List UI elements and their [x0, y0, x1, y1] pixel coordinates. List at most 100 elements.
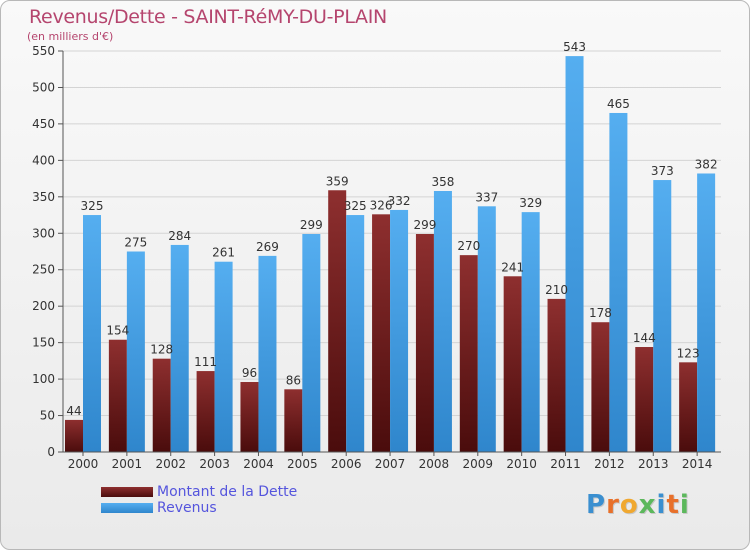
legend-label-revenus: Revenus: [157, 500, 217, 516]
bar-dette: [196, 371, 215, 452]
data-label-revenus: 382: [695, 157, 718, 171]
bar-revenus: [126, 251, 145, 452]
bar-revenus: [609, 112, 628, 453]
bar-revenus: [83, 215, 101, 452]
bar-revenus: [697, 173, 716, 452]
logo-letter: i: [656, 490, 667, 520]
bar-dette: [152, 358, 171, 452]
y-tick-label: 550: [32, 44, 55, 58]
legend-swatch-dette: [101, 487, 153, 497]
data-label-revenus: 329: [519, 196, 542, 210]
data-label-revenus: 543: [563, 40, 586, 54]
bar-revenus: [390, 209, 409, 452]
bar-revenus: [433, 190, 452, 452]
proxiti-logo: Proxiti: [586, 490, 690, 520]
data-label-dette: 241: [501, 260, 524, 274]
x-tick-label: 2004: [243, 457, 274, 471]
legend-swatch-revenus: [101, 503, 153, 513]
data-label-dette: 44: [66, 404, 81, 418]
y-tick-label: 150: [32, 336, 55, 350]
y-tick-label: 300: [32, 226, 55, 240]
bar-dette: [459, 255, 478, 452]
data-label-revenus: 465: [607, 97, 630, 111]
bar-dette: [240, 382, 259, 452]
bar-dette: [635, 347, 654, 452]
data-label-revenus: 325: [344, 199, 367, 213]
y-tick-label: 100: [32, 372, 55, 386]
x-tick-label: 2008: [419, 457, 450, 471]
data-label-revenus: 299: [300, 218, 323, 232]
x-tick-label: 2009: [463, 457, 494, 471]
x-tick-label: 2007: [375, 457, 406, 471]
data-label-dette: 96: [242, 366, 257, 380]
data-label-revenus: 325: [81, 199, 104, 213]
data-label-dette: 111: [194, 355, 217, 369]
data-label-dette: 154: [106, 324, 129, 338]
y-tick-label: 450: [32, 117, 55, 131]
data-label-dette: 128: [150, 343, 173, 357]
data-label-dette: 359: [326, 174, 349, 188]
x-tick-label: 2000: [68, 457, 99, 471]
bar-revenus: [346, 215, 365, 452]
bar-dette: [65, 419, 83, 452]
bar-revenus: [653, 180, 672, 453]
x-tick-label: 2014: [682, 457, 713, 471]
logo-letter: t: [666, 490, 680, 520]
chart-title: Revenus/Dette - SAINT-RéMY-DU-PLAIN: [29, 6, 387, 28]
logo-letter: o: [619, 490, 639, 520]
bar-layer: [65, 56, 716, 453]
data-label-dette: 178: [589, 306, 612, 320]
data-label-dette: 123: [677, 346, 700, 360]
data-label-dette: 144: [633, 331, 656, 345]
data-label-dette: 299: [413, 218, 436, 232]
y-tick-label: 400: [32, 153, 55, 167]
data-label-revenus: 275: [124, 236, 147, 250]
x-tick-label: 2012: [594, 457, 625, 471]
data-label-revenus: 337: [475, 190, 498, 204]
bar-dette: [415, 234, 434, 452]
bar-dette: [328, 190, 347, 453]
bar-dette: [679, 362, 698, 452]
data-label-dette: 326: [370, 198, 393, 212]
bar-revenus: [565, 56, 584, 452]
data-label-revenus: 284: [168, 229, 191, 243]
axis-layer: 0 50 100 150 200 250 300 350 400 450 500 550 2000 200…: [32, 44, 721, 471]
y-tick-label: 350: [32, 190, 55, 204]
logo-letter: r: [606, 490, 620, 520]
x-tick-label: 2011: [550, 457, 581, 471]
logo-letter: x: [638, 490, 657, 520]
x-tick-label: 2001: [112, 457, 143, 471]
y-tick-label: 500: [32, 80, 55, 94]
logo-letter: i: [679, 490, 690, 520]
data-label-revenus: 261: [212, 246, 235, 260]
bar-dette: [547, 298, 566, 452]
y-tick-label: 250: [32, 263, 55, 277]
data-label-revenus: 358: [431, 175, 454, 189]
x-tick-label: 2003: [199, 457, 230, 471]
bar-dette: [108, 339, 127, 452]
x-tick-label: 2002: [155, 457, 186, 471]
bar-revenus: [170, 244, 189, 452]
x-tick-label: 2006: [331, 457, 362, 471]
legend-label-dette: Montant de la Dette: [157, 484, 298, 500]
y-tick-label: 0: [47, 445, 55, 459]
bar-dette: [284, 389, 303, 452]
x-tick-label: 2013: [638, 457, 669, 471]
bar-revenus: [302, 234, 321, 452]
y-tick-label: 200: [32, 299, 55, 313]
bar-revenus: [258, 255, 277, 452]
data-label-revenus: 332: [388, 194, 411, 208]
bar-revenus: [214, 261, 233, 452]
data-label-revenus: 373: [651, 164, 674, 178]
logo-letter: P: [586, 490, 607, 520]
bar-dette: [591, 322, 610, 452]
bar-dette: [503, 276, 522, 452]
data-label-revenus: 269: [256, 240, 279, 254]
chart-subtitle: (en milliers d'€): [27, 30, 114, 43]
data-label-dette: 86: [286, 373, 301, 387]
x-tick-label: 2005: [287, 457, 318, 471]
data-label-dette: 270: [457, 239, 480, 253]
